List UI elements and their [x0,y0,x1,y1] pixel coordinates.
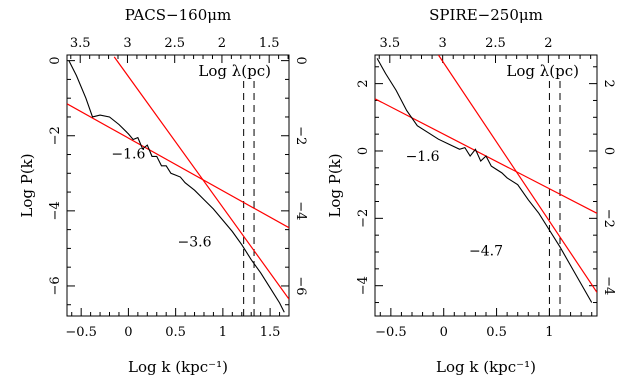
y-right-tick-label: −2 [293,126,308,145]
top-tick-label: 3 [123,36,131,51]
y-axis-title: Log P(k) [18,153,36,217]
panel-title: PACS−160μm [125,6,231,24]
plot-frame [66,54,290,317]
top-tick-label: 3.5 [379,36,400,51]
top-tick-label: 2 [218,36,226,51]
top-tick-label: 3 [439,36,447,51]
x-tick-label: −0.5 [65,325,97,340]
fit-line [113,56,289,300]
slope-label: −3.6 [178,235,212,251]
chart-panel-0: PACS−160μm −0.5 0 0.5 1 1.5 3.5 3 2.5 2 1.5 0 0 −2 −2 −… [18,6,308,376]
fit-line [437,55,597,293]
y-axis-title: Log P(k) [326,153,344,217]
top-tick-label: 3.5 [70,36,91,51]
top-tick-label: 1.5 [259,36,280,51]
chart-panel-1: SPIRE−250μm −0.5 0 0.5 1 3.5 3 2.5 2 2 2 0 0 −2 −2 −4 −4… [326,6,616,376]
y-tick-label: −2 [48,126,63,145]
y-tick-label: 0 [356,147,371,155]
top-axis-title: Log λ(pc) [506,62,579,80]
x-tick-label: −0.5 [375,325,407,340]
x-tick-label: 0.5 [486,325,507,340]
x-tick-label: 0.5 [165,325,186,340]
power-spectrum-line [68,60,285,313]
x-axis-title: Log k (kpc⁻¹) [128,358,228,376]
y-right-tick-label: −4 [293,201,308,220]
slope-label: −1.6 [406,149,440,165]
x-tick-label: 0 [440,325,448,340]
plot-frame [374,54,598,317]
slope-label: −1.6 [111,146,145,162]
y-right-tick-label: −2 [601,209,616,228]
top-axis-title: Log λ(pc) [198,62,271,80]
top-tick-label: 2.5 [485,36,506,51]
y-tick-label: −4 [356,276,371,295]
x-axis-title: Log k (kpc⁻¹) [436,358,536,376]
y-tick-label: −6 [48,276,63,295]
x-tick-label: 0 [124,325,132,340]
power-spectrum-line [376,58,593,303]
top-tick-label: 2 [544,36,552,51]
slope-label: −4.7 [469,243,503,259]
fit-line [67,103,289,229]
y-tick-label: −4 [48,201,63,220]
y-right-tick-label: −6 [293,276,308,295]
x-tick-label: 1 [219,325,227,340]
top-tick-label: 2.5 [164,36,185,51]
y-tick-label: 0 [48,56,63,64]
y-right-tick-label: 2 [601,79,616,87]
x-tick-label: 1.5 [260,325,281,340]
y-tick-label: 2 [356,79,371,87]
y-right-tick-label: 0 [293,56,308,64]
panel-title: SPIRE−250μm [429,6,543,24]
y-right-tick-label: 0 [601,147,616,155]
y-right-tick-label: −4 [601,276,616,295]
x-tick-label: 1 [545,325,553,340]
y-tick-label: −2 [356,209,371,228]
